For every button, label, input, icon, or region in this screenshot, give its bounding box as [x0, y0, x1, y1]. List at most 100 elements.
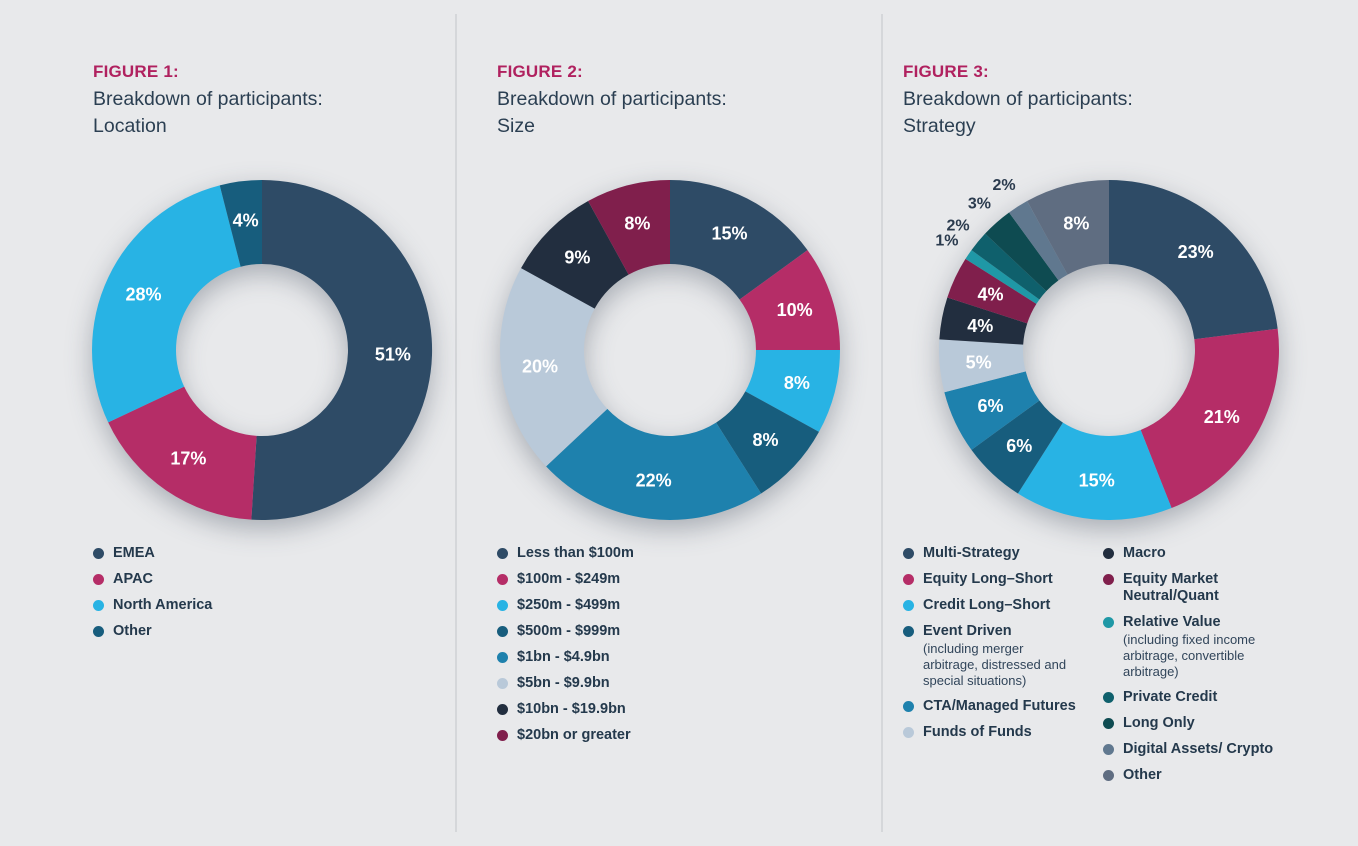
slice-less-than-100m [670, 180, 808, 300]
panel-divider [455, 14, 457, 832]
legend-item-100m-249m: $100m - $249m [497, 571, 857, 588]
legend-swatch-long-only [1103, 718, 1114, 729]
legend-swatch-emea [93, 548, 104, 559]
legend-item-equity-long-short: Equity Long–Short [903, 571, 1081, 588]
figure-3-title-line-2: Strategy [903, 115, 976, 137]
legend-item-less-than-100m: Less than $100m [497, 545, 857, 562]
value-label-event-driven: 6% [1006, 436, 1032, 456]
legend-swatch-north-america [93, 600, 104, 611]
slice-relative-value [965, 250, 1040, 304]
value-label-1bn-4-9bn: 22% [636, 470, 672, 490]
value-label-relative-value: 1% [935, 232, 958, 249]
value-label-multi-strategy: 23% [1178, 242, 1214, 262]
slice-5bn-9-9bn [500, 268, 608, 467]
value-label-apac: 17% [170, 449, 206, 469]
legend-item-equity-market-neutral-quant: Equity Market Neutral/Quant [1103, 571, 1281, 605]
legend-label: Long Only [1123, 715, 1195, 731]
legend-label: Private Credit [1123, 689, 1218, 705]
slice-other [1027, 180, 1109, 275]
legend-item-500m-999m: $500m - $999m [497, 623, 857, 640]
figure-2-section: FIGURE 2: Breakdown of participants: Siz… [497, 62, 857, 753]
value-label-10bn-19-9bn: 9% [564, 248, 590, 268]
value-label-other: 8% [1063, 213, 1089, 233]
legend-label: Digital Assets/ Crypto [1123, 741, 1274, 757]
legend-swatch-500m-999m [497, 626, 508, 637]
legend-item-1bn-4-9bn: $1bn - $4.9bn [497, 649, 857, 666]
slice-credit-long-short [1017, 422, 1172, 520]
value-label-100m-249m: 10% [777, 300, 813, 320]
value-label-500m-999m: 8% [752, 430, 778, 450]
value-label-digital-assets-crypto: 2% [992, 177, 1015, 194]
slice-cta-managed-futures [944, 371, 1040, 450]
slice-1bn-4-9bn [546, 408, 762, 520]
legend-swatch-funds-of-funds [903, 727, 914, 738]
slice-long-only [985, 212, 1059, 292]
value-label-5bn-9-9bn: 20% [522, 357, 558, 377]
legend-label: $500m - $999m [517, 623, 621, 639]
legend-label: Equity Long–Short [923, 571, 1053, 587]
legend-item-funds-of-funds: Funds of Funds [903, 724, 1081, 741]
legend-sublabel: (including merger arbitrage, distressed … [923, 641, 1067, 688]
legend-swatch-equity-long-short [903, 574, 914, 585]
slice-10bn-19-9bn [521, 201, 629, 309]
value-label-macro: 4% [967, 316, 993, 336]
figure-2-title-line-1: Breakdown of participants: [497, 88, 727, 110]
slice-20bn-or-greater [588, 180, 670, 275]
value-label-20bn-or-greater: 8% [624, 213, 650, 233]
figure-1-title: Breakdown of participants: Location [93, 86, 453, 140]
legend-label: $250m - $499m [517, 597, 621, 613]
slice-digital-assets-crypto [1009, 201, 1068, 281]
figure-2-label: FIGURE 2: [497, 62, 583, 81]
legend-swatch-credit-long-short [903, 600, 914, 611]
donut-chart-location: 51% 17% 28% 4% [92, 140, 453, 545]
legend-item-credit-long-short: Credit Long–Short [903, 597, 1081, 614]
legend-label: Other [113, 623, 152, 639]
legend-swatch-macro [1103, 548, 1114, 559]
legend-swatch-event-driven [903, 626, 914, 637]
legend-swatch-relative-value [1103, 617, 1114, 628]
legend-item-north-america: North America [93, 597, 453, 614]
legend-item-multi-strategy: Multi-Strategy [903, 545, 1081, 562]
value-label-other: 4% [233, 210, 259, 230]
legend-item-digital-assets-crypto: Digital Assets/ Crypto [1103, 741, 1281, 758]
value-label-long-only: 3% [968, 196, 991, 213]
legend-item-emea: EMEA [93, 545, 453, 562]
legend-swatch-digital-assets-crypto [1103, 744, 1114, 755]
legend-label: Macro [1123, 545, 1166, 561]
legend-swatch-multi-strategy [903, 548, 914, 559]
slice-500m-999m [716, 391, 819, 494]
value-label-emea: 51% [375, 344, 411, 364]
legend-label: $10bn - $19.9bn [517, 701, 626, 717]
legend-label: Less than $100m [517, 545, 634, 561]
legend-item-relative-value: Relative Value (including fixed income ar… [1103, 614, 1281, 680]
legend-swatch-10bn-19-9bn [497, 704, 508, 715]
value-label-250m-499m: 8% [784, 373, 810, 393]
legend-swatch-100m-249m [497, 574, 508, 585]
legend-label: Credit Long–Short [923, 597, 1051, 613]
legend-swatch-5bn-9-9bn [497, 678, 508, 689]
legend-swatch-other [93, 626, 104, 637]
legend-location: EMEA APAC North America Other [93, 545, 453, 640]
legend-label: Relative Value [1123, 614, 1221, 630]
slice-emea [251, 179, 433, 520]
slice-north-america [92, 185, 241, 423]
figure-1-section: FIGURE 1: Breakdown of participants: Loc… [92, 62, 453, 649]
legend-label: $20bn or greater [517, 727, 631, 743]
figure-3-section: FIGURE 3: Breakdown of participants: Str… [903, 62, 1295, 793]
value-label-equity-long-short: 21% [1204, 407, 1240, 427]
slice-250m-499m [745, 350, 840, 432]
legend-label: North America [113, 597, 213, 613]
legend-sublabel: (including fixed income arbitrage, conve… [1123, 632, 1256, 679]
legend-item-5bn-9-9bn: $5bn - $9.9bn [497, 675, 857, 692]
legend-label: Multi-Strategy [923, 545, 1020, 561]
figure-1-title-line-2: Location [93, 115, 167, 137]
slice-multi-strategy [1109, 180, 1278, 340]
legend-label: $1bn - $4.9bn [517, 649, 610, 665]
legend-item-other: Other [1103, 767, 1281, 784]
figure-3-title-line-1: Breakdown of participants: [903, 88, 1133, 110]
legend-label: $100m - $249m [517, 571, 621, 587]
legend-item-10bn-19-9bn: $10bn - $19.9bn [497, 701, 857, 718]
legend-item-apac: APAC [93, 571, 453, 588]
legend-swatch-20bn-or-greater [497, 730, 508, 741]
